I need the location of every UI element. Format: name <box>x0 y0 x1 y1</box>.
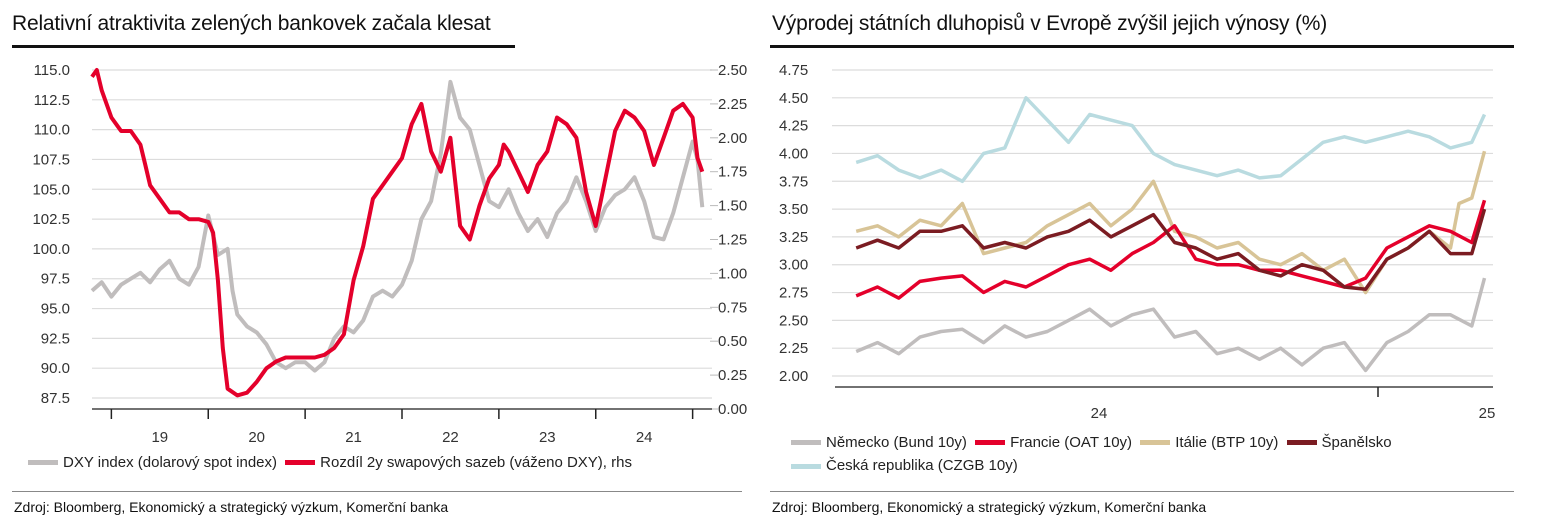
x-tick-label: 24 <box>1091 405 1108 422</box>
left-source-rule <box>12 491 742 492</box>
y-right-tick-label: 2.00 <box>718 130 747 147</box>
legend-item-czech: Česká republika (CZGB 10y) <box>791 455 1018 477</box>
legend-swatch-france <box>975 440 1006 445</box>
legend-item-spain: Španělsko <box>1286 432 1392 454</box>
y-tick-label: 4.75 <box>779 62 808 79</box>
legend-item-germany: Německo (Bund 10y) <box>791 432 967 454</box>
y-left-tick-label: 102.5 <box>32 211 70 228</box>
y-left-tick-label: 112.5 <box>34 92 70 109</box>
right-chart-title: Výprodej státních dluhopisů v Evropě zvý… <box>772 12 1328 35</box>
y-right-tick-label: 0.50 <box>718 333 747 350</box>
y-left-tick-label: 115.0 <box>34 62 70 79</box>
y-tick-label: 2.50 <box>779 312 808 329</box>
left-title-rule <box>12 45 515 48</box>
series-line-italy <box>855 150 1487 295</box>
y-left-tick-label: 105.0 <box>32 181 70 198</box>
y-right-tick-label: 0.25 <box>718 367 747 384</box>
y-right-tick-label: 2.25 <box>718 96 747 113</box>
legend-label-france: Francie (OAT 10y) <box>1010 433 1133 451</box>
right-source-rule <box>770 491 1514 492</box>
legend-label-swap-spread: Rozdíl 2y swapových sazeb (váženo DXY), … <box>320 454 632 471</box>
left-source: Zdroj: Bloomberg, Ekonomický a strategic… <box>14 499 449 515</box>
y-left-tick-label: 90.0 <box>41 360 70 377</box>
right-source: Zdroj: Bloomberg, Ekonomický a strategic… <box>772 499 1207 515</box>
x-tick-label: 21 <box>345 429 362 446</box>
y-left-tick-label: 87.5 <box>41 390 70 407</box>
right-legend: Německo (Bund 10y) Francie (OAT 10y) Itá… <box>791 430 1511 477</box>
y-right-tick-label: 0.00 <box>718 401 747 418</box>
legend-swatch-dxy <box>28 460 58 465</box>
left-chart-title: Relativní atraktivita zelených bankovek … <box>12 12 491 35</box>
y-right-tick-label: 0.75 <box>718 299 747 316</box>
legend-swatch-italy <box>1140 440 1171 445</box>
legend-item-swap-spread: Rozdíl 2y swapových sazeb (váženo DXY), … <box>285 454 632 471</box>
y-left-tick-label: 110.0 <box>34 122 70 139</box>
legend-label-spain: Španělsko <box>1321 433 1392 451</box>
y-right-tick-label: 1.25 <box>718 232 747 249</box>
y-tick-label: 3.00 <box>779 257 808 274</box>
y-tick-label: 4.00 <box>779 145 808 162</box>
legend-swatch-germany <box>791 440 821 445</box>
x-tick-label: 19 <box>151 429 168 446</box>
legend-swatch-spain <box>1286 440 1317 445</box>
y-tick-label: 2.25 <box>779 340 808 357</box>
y-tick-label: 3.50 <box>779 201 808 218</box>
y-tick-label: 4.25 <box>779 118 808 135</box>
y-left-tick-label: 92.5 <box>41 330 70 347</box>
right-chart: 4.75 4.50 4.25 4.00 3.75 3.50 3.25 3.00 2.75 2.50… <box>779 62 1495 422</box>
left-legend: DXY index (dolarový spot index) Rozdíl 2… <box>28 452 636 471</box>
left-chart: 115.0 112.5 110.0 107.5 105.0 102.5 100.0 97.5 9… <box>32 62 747 446</box>
series-line-czech <box>855 96 1487 184</box>
legend-item-france: Francie (OAT 10y) <box>975 432 1132 454</box>
y-left-tick-label: 95.0 <box>41 301 70 318</box>
y-left-tick-label: 100.0 <box>32 241 70 258</box>
x-tick-label: 22 <box>442 429 459 446</box>
y-right-tick-label: 1.00 <box>718 265 747 282</box>
y-right-tick-label: 2.50 <box>718 62 747 79</box>
y-left-tick-label: 97.5 <box>41 271 70 288</box>
y-tick-label: 3.75 <box>779 173 808 190</box>
series-line-france <box>855 199 1487 300</box>
y-tick-label: 2.00 <box>779 368 808 385</box>
series-line-dxy <box>90 79 705 373</box>
y-tick-label: 3.25 <box>779 229 808 246</box>
x-tick-label: 23 <box>539 429 556 446</box>
y-tick-label: 4.50 <box>779 90 808 107</box>
y-left-tick-label: 107.5 <box>32 151 70 168</box>
legend-label-czech: Česká republika (CZGB 10y) <box>826 457 1018 474</box>
legend-swatch-swap-spread <box>285 460 316 465</box>
legend-item-italy: Itálie (BTP 10y) <box>1140 432 1278 454</box>
x-tick-label: 25 <box>1479 405 1496 422</box>
y-right-tick-label: 1.75 <box>718 164 747 181</box>
legend-label-dxy: DXY index (dolarový spot index) <box>63 454 277 471</box>
legend-swatch-czech <box>791 463 821 469</box>
series-line-swap-spread <box>90 68 705 398</box>
legend-label-germany: Německo (Bund 10y) <box>826 433 967 451</box>
right-title-rule <box>770 45 1514 48</box>
x-tick-label: 20 <box>248 429 265 446</box>
x-tick-label: 24 <box>636 429 653 446</box>
series-line-spain <box>855 208 1487 291</box>
series-line-germany <box>855 277 1487 373</box>
y-tick-label: 2.75 <box>779 285 808 302</box>
y-right-tick-label: 1.50 <box>718 198 747 215</box>
legend-item-dxy: DXY index (dolarový spot index) <box>28 454 277 471</box>
legend-label-italy: Itálie (BTP 10y) <box>1175 433 1279 451</box>
